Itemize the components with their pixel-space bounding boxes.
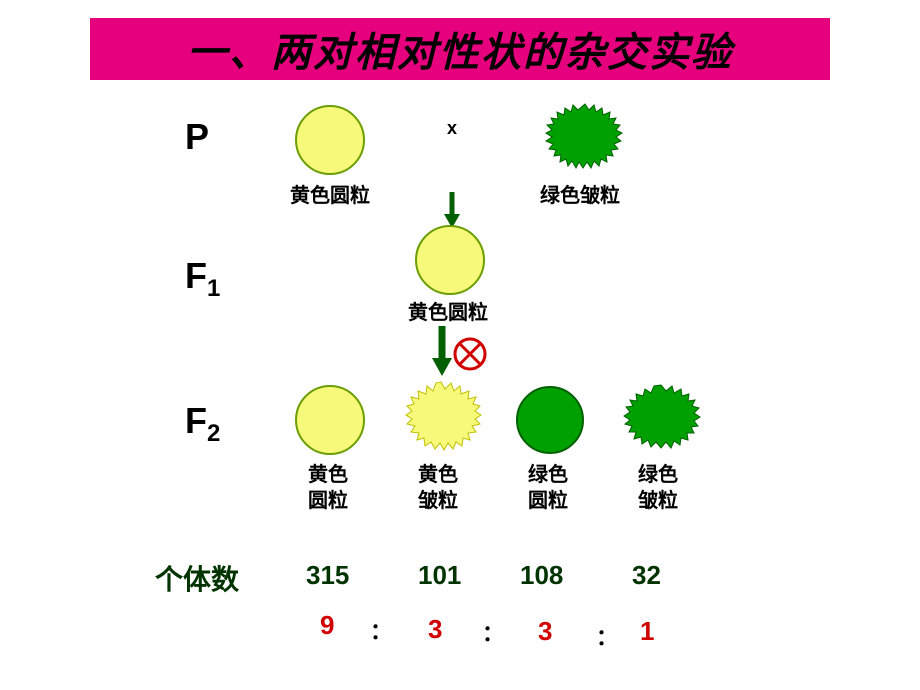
count-yw: 101: [418, 560, 461, 591]
f2-gw-label: 绿色 皱粒: [638, 462, 678, 514]
label-F1-main: F: [185, 255, 207, 296]
f2-yellow-wrinkled-pea: [398, 378, 484, 464]
f2-yr-label: 黄色 圆粒: [308, 462, 348, 514]
f2-yw-label-1: 黄色: [418, 464, 458, 486]
f2-gr-label: 绿色 圆粒: [528, 462, 568, 514]
ratio-1: 9: [320, 610, 334, 641]
f2-green-round-pea: [515, 385, 585, 455]
ratio-4: 1: [640, 616, 654, 647]
count-yr: 315: [306, 560, 349, 591]
p-green-wrinkled-pea: [545, 100, 625, 180]
label-F2: F2: [185, 400, 220, 448]
f1-yellow-round-pea: [414, 224, 486, 296]
ratio-colon-2: ：: [482, 616, 504, 648]
count-gw: 32: [632, 560, 661, 591]
f2-yr-label-2: 圆粒: [308, 490, 348, 512]
ratio-2: 3: [428, 614, 442, 645]
p-green-label: 绿色皱粒: [540, 183, 620, 209]
label-P: P: [185, 116, 209, 158]
label-F1: F1: [185, 255, 220, 303]
f2-gr-label-2: 圆粒: [528, 490, 568, 512]
ratio-3: 3: [538, 616, 552, 647]
f1-label: 黄色圆粒: [408, 300, 488, 326]
f2-gw-label-1: 绿色: [638, 464, 678, 486]
f2-gr-label-1: 绿色: [528, 464, 568, 486]
f2-yellow-round-pea: [294, 384, 366, 456]
f2-yw-label: 黄色 皱粒: [418, 462, 458, 514]
label-F1-sub: 1: [207, 275, 220, 302]
f2-yr-label-1: 黄色: [308, 464, 348, 486]
slide-title: 一、两对相对性状的杂交实验: [90, 18, 830, 80]
ratio-colon-3: ：: [596, 620, 618, 652]
p-yellow-round-pea: [294, 104, 366, 176]
count-gr: 108: [520, 560, 563, 591]
ratio-colon-1: ：: [370, 614, 392, 646]
count-label: 个体数: [155, 558, 239, 598]
p-yellow-label: 黄色圆粒: [290, 183, 370, 209]
f2-green-wrinkled-pea: [618, 380, 704, 462]
cross-symbol: x: [447, 118, 457, 139]
arrow-f1-f2-icon: [430, 324, 490, 378]
f2-yw-label-2: 皱粒: [418, 490, 458, 512]
label-F2-main: F: [185, 400, 207, 441]
label-F2-sub: 2: [207, 420, 220, 447]
f2-gw-label-2: 皱粒: [638, 490, 678, 512]
